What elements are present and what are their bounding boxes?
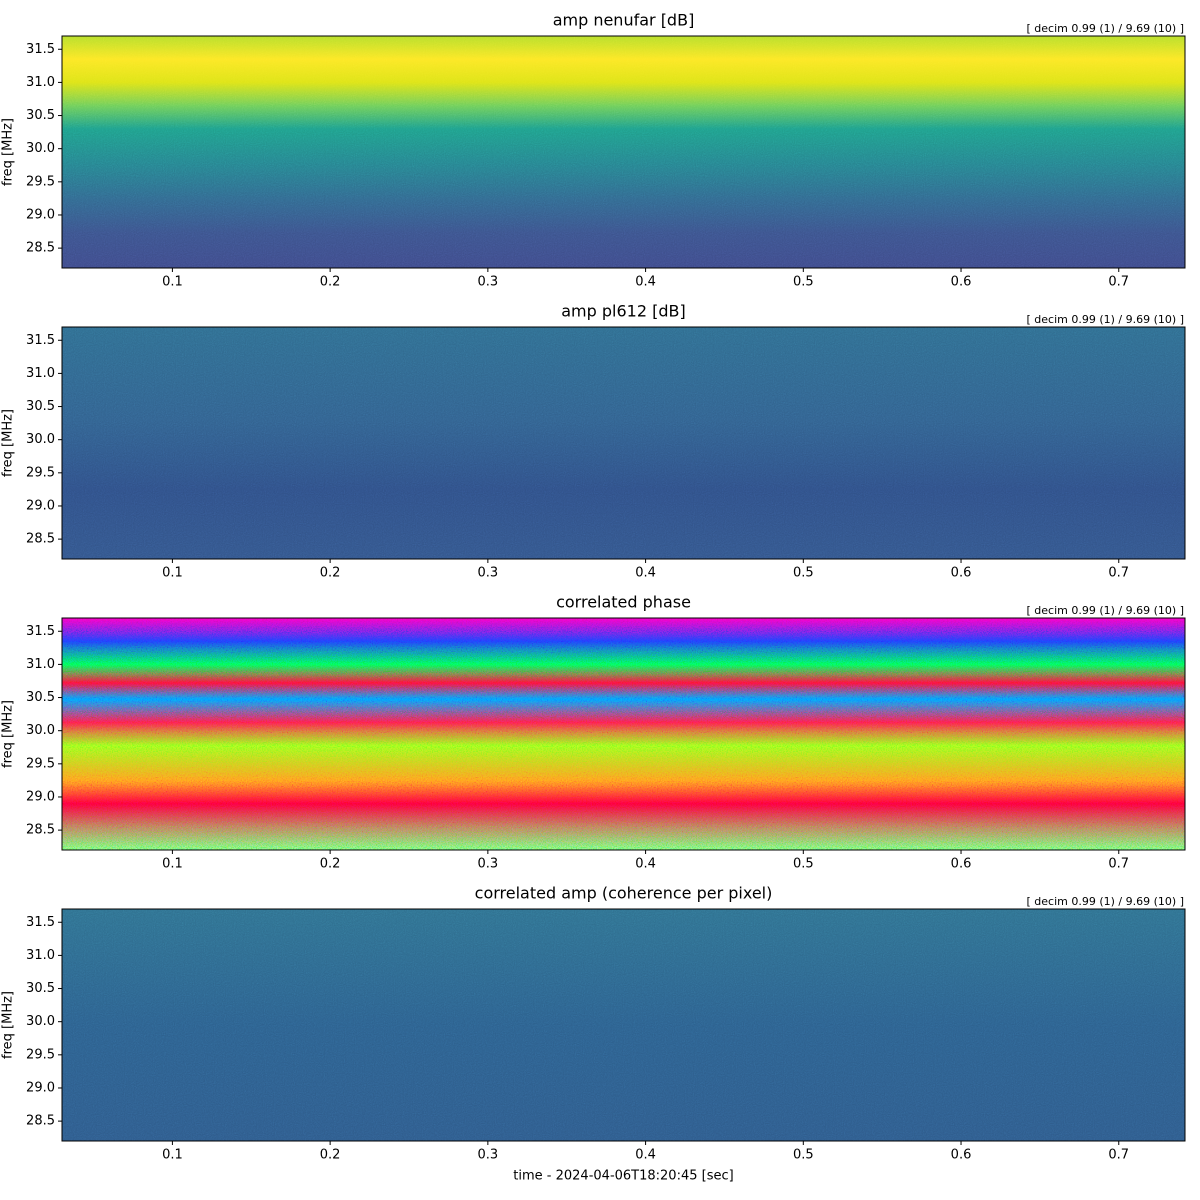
x-tick-label: 0.3 bbox=[478, 566, 499, 581]
x-tick-label: 0.3 bbox=[478, 857, 499, 872]
x-tick-label: 0.2 bbox=[320, 857, 341, 872]
x-tick-label: 0.6 bbox=[951, 1148, 972, 1163]
plot-frame bbox=[61, 908, 1186, 1142]
x-tick-label: 0.2 bbox=[320, 1148, 341, 1163]
y-tick-label: 29.5 bbox=[26, 756, 55, 771]
x-tick-label: 0.7 bbox=[1108, 1148, 1129, 1163]
y-tick-label: 29.0 bbox=[26, 1080, 55, 1095]
y-tick-label: 31.5 bbox=[26, 333, 55, 348]
y-tick-label: 30.5 bbox=[26, 981, 55, 996]
y-axis-label: freq [MHz] bbox=[1, 700, 16, 768]
y-tick-label: 30.0 bbox=[26, 1014, 55, 1029]
spectrogram-noise bbox=[62, 618, 1185, 850]
y-tick-label: 30.0 bbox=[26, 432, 55, 447]
y-tick-label: 30.5 bbox=[26, 108, 55, 123]
x-tick-label: 0.4 bbox=[635, 275, 656, 290]
x-tick-label: 0.1 bbox=[162, 857, 183, 872]
x-tick-label: 0.4 bbox=[635, 1148, 656, 1163]
panel-title: amp nenufar [dB] bbox=[553, 11, 695, 30]
x-tick-label: 0.4 bbox=[635, 566, 656, 581]
y-axis-label: freq [MHz] bbox=[1, 991, 16, 1059]
spectrogram-noise bbox=[62, 327, 1185, 559]
decimation-note: [ decim 0.99 (1) / 9.69 (10) ] bbox=[1027, 313, 1184, 326]
y-tick-label: 31.5 bbox=[26, 624, 55, 639]
decimation-note: [ decim 0.99 (1) / 9.69 (10) ] bbox=[1027, 604, 1184, 617]
y-tick-label: 28.5 bbox=[26, 1114, 55, 1129]
y-tick-label: 31.0 bbox=[26, 948, 55, 963]
x-tick-label: 0.1 bbox=[162, 1148, 183, 1163]
y-tick-label: 30.0 bbox=[26, 141, 55, 156]
x-tick-label: 0.5 bbox=[793, 1148, 814, 1163]
panel: correlated amp (coherence per pixel) [ de… bbox=[1, 884, 1186, 1184]
panel: correlated phase [ decim 0.99 (1) / 9.69 … bbox=[1, 593, 1186, 872]
y-tick-label: 31.0 bbox=[26, 366, 55, 381]
y-tick-label: 29.5 bbox=[26, 1047, 55, 1062]
y-axis-label: freq [MHz] bbox=[1, 409, 16, 477]
x-tick-label: 0.7 bbox=[1108, 566, 1129, 581]
y-tick-label: 29.5 bbox=[26, 465, 55, 480]
spectrogram-noise bbox=[62, 909, 1185, 1141]
y-tick-label: 28.5 bbox=[26, 241, 55, 256]
y-tick-label: 29.0 bbox=[26, 498, 55, 513]
panel: amp pl612 [dB] [ decim 0.99 (1) / 9.69 (1… bbox=[1, 302, 1186, 581]
plot-frame bbox=[61, 35, 1186, 269]
y-tick-label: 30.5 bbox=[26, 690, 55, 705]
panel-title: correlated amp (coherence per pixel) bbox=[475, 884, 773, 903]
y-tick-label: 30.5 bbox=[26, 399, 55, 414]
panel: amp nenufar [dB] [ decim 0.99 (1) / 9.69 … bbox=[1, 11, 1186, 290]
panel-title: amp pl612 [dB] bbox=[561, 302, 685, 321]
y-tick-label: 31.0 bbox=[26, 75, 55, 90]
y-tick-label: 28.5 bbox=[26, 823, 55, 838]
x-tick-label: 0.6 bbox=[951, 566, 972, 581]
x-tick-label: 0.5 bbox=[793, 275, 814, 290]
y-tick-label: 30.0 bbox=[26, 723, 55, 738]
y-tick-label: 31.5 bbox=[26, 42, 55, 57]
panel-title: correlated phase bbox=[556, 593, 691, 612]
x-tick-label: 0.2 bbox=[320, 275, 341, 290]
x-tick-label: 0.3 bbox=[478, 275, 499, 290]
x-tick-label: 0.6 bbox=[951, 857, 972, 872]
y-tick-label: 29.5 bbox=[26, 174, 55, 189]
x-tick-label: 0.7 bbox=[1108, 275, 1129, 290]
plot-frame bbox=[61, 617, 1186, 851]
x-tick-label: 0.5 bbox=[793, 857, 814, 872]
spectrogram-noise bbox=[62, 36, 1185, 268]
y-tick-label: 29.0 bbox=[26, 789, 55, 804]
x-tick-label: 0.5 bbox=[793, 566, 814, 581]
y-tick-label: 28.5 bbox=[26, 532, 55, 547]
y-tick-label: 29.0 bbox=[26, 207, 55, 222]
x-tick-label: 0.7 bbox=[1108, 857, 1129, 872]
y-tick-label: 31.0 bbox=[26, 657, 55, 672]
decimation-note: [ decim 0.99 (1) / 9.69 (10) ] bbox=[1027, 895, 1184, 908]
x-tick-label: 0.4 bbox=[635, 857, 656, 872]
x-tick-label: 0.1 bbox=[162, 275, 183, 290]
y-tick-label: 31.5 bbox=[26, 915, 55, 930]
decimation-note: [ decim 0.99 (1) / 9.69 (10) ] bbox=[1027, 22, 1184, 35]
y-axis-label: freq [MHz] bbox=[1, 118, 16, 186]
x-tick-label: 0.6 bbox=[951, 275, 972, 290]
x-axis-label: time - 2024-04-06T18:20:45 [sec] bbox=[513, 1169, 733, 1184]
x-tick-label: 0.3 bbox=[478, 1148, 499, 1163]
plot-frame bbox=[61, 326, 1186, 560]
x-tick-label: 0.1 bbox=[162, 566, 183, 581]
x-tick-label: 0.2 bbox=[320, 566, 341, 581]
